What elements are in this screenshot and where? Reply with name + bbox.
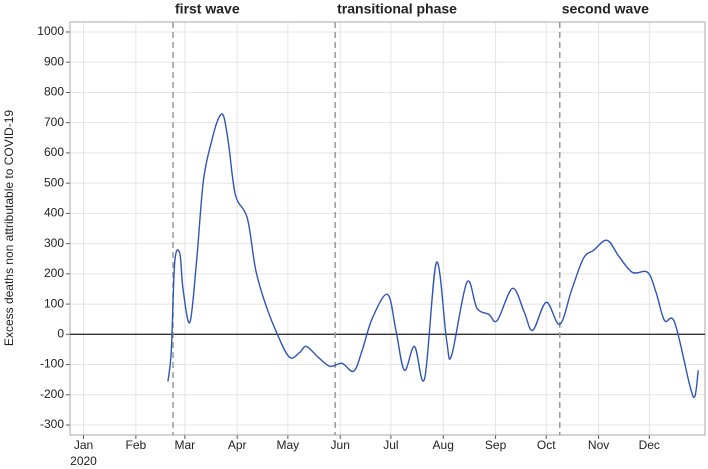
x-tick-label: Dec: [639, 438, 660, 452]
y-tick-label: 900: [44, 54, 64, 68]
y-tick-label: 1000: [37, 24, 64, 38]
x-year-label: 2020: [70, 454, 97, 468]
x-tick-label: Jun: [331, 438, 350, 452]
plot-frame: [69, 21, 706, 436]
x-tick-label: Jan: [74, 438, 93, 452]
x-tick-label: Feb: [126, 438, 147, 452]
y-tick-label: -200: [40, 387, 64, 401]
y-tick-label: -300: [40, 417, 64, 431]
phase-label: first wave: [175, 1, 240, 17]
y-tick-label: -100: [40, 357, 64, 371]
y-tick-label: 800: [44, 85, 64, 99]
y-tick-label: 200: [44, 266, 64, 280]
x-tick-label: Mar: [175, 438, 196, 452]
x-tick-label: Aug: [433, 438, 454, 452]
y-tick-label: 600: [44, 145, 64, 159]
x-tick-label: Nov: [588, 438, 609, 452]
y-tick-label: 300: [44, 236, 64, 250]
x-tick-label: Oct: [537, 438, 556, 452]
data-line: [167, 113, 699, 399]
x-tick-label: Apr: [228, 438, 247, 452]
y-tick-label: 400: [44, 206, 64, 220]
y-tick-label: 500: [44, 175, 64, 189]
x-tick-label: Sep: [485, 438, 507, 452]
x-tick-label: May: [277, 438, 300, 452]
y-tick-label: 0: [57, 326, 64, 340]
y-tick-label: 700: [44, 115, 64, 129]
y-tick-label: 100: [44, 296, 64, 310]
y-axis-label: Excess deaths non attributable to COVID-…: [2, 110, 16, 346]
phase-label: transitional phase: [337, 1, 457, 17]
phase-label: second wave: [562, 1, 649, 17]
x-tick-label: Jul: [383, 438, 398, 452]
